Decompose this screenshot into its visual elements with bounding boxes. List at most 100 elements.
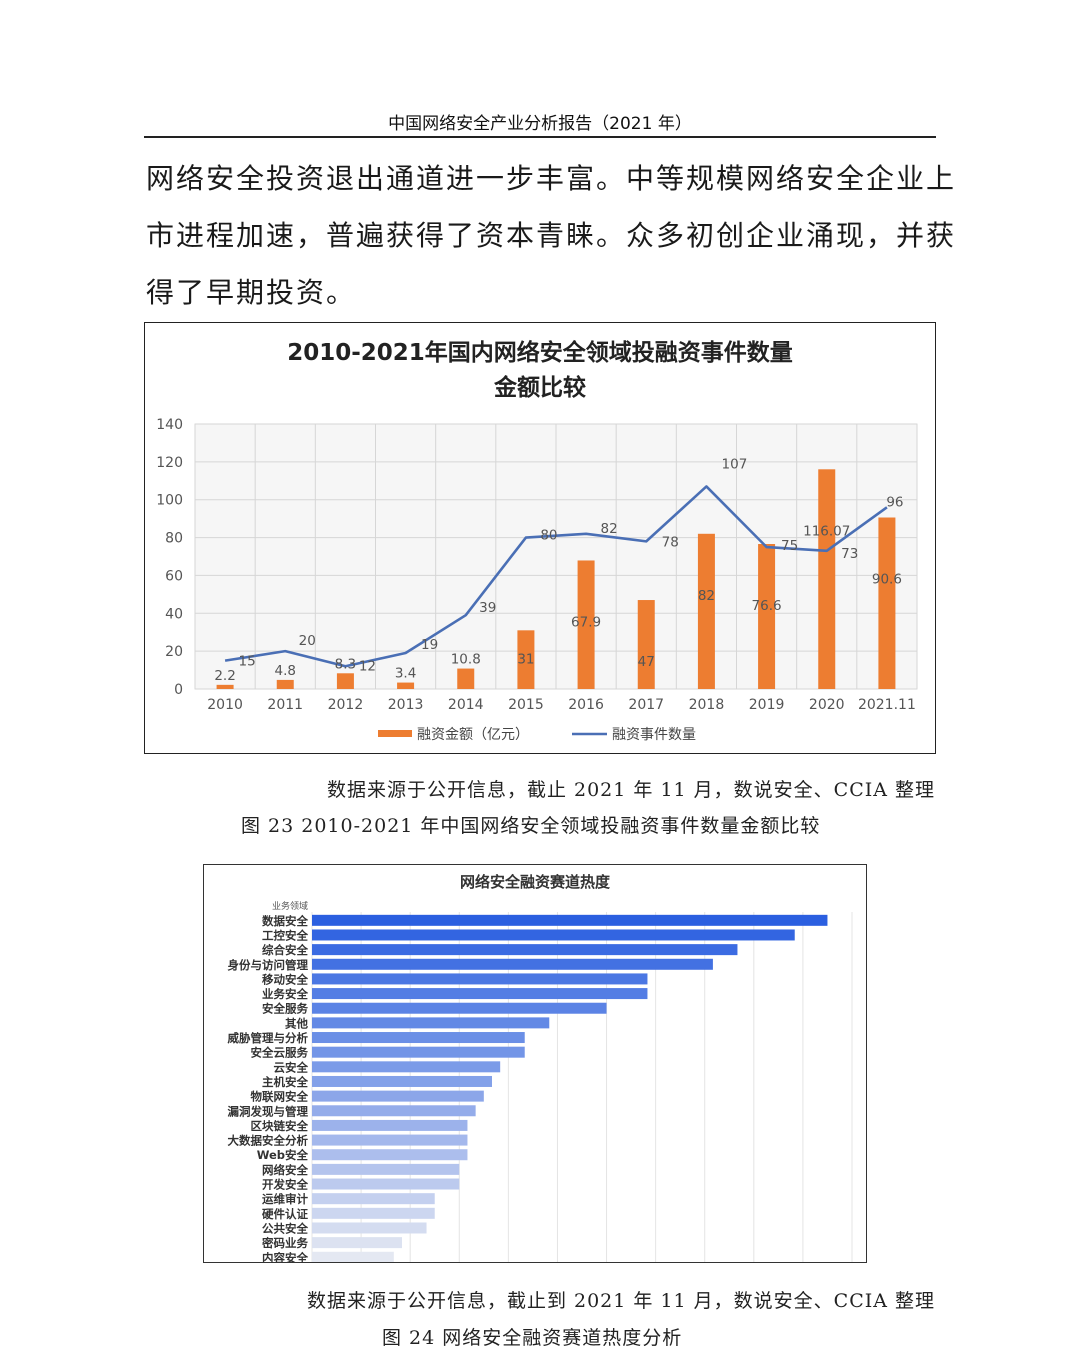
y-tick-label: 大数据安全分析	[228, 1134, 309, 1148]
line-data-label: 15	[238, 654, 255, 670]
figure-23-caption: 图 23 2010-2021 年中国网络安全领域投融资事件数量金额比较	[241, 815, 821, 837]
y-tick-label: 安全云服务	[251, 1046, 309, 1060]
bar-sector-heat	[312, 1207, 435, 1219]
y-tick-label: 网络安全	[262, 1163, 308, 1177]
y-tick-label: 云安全	[274, 1060, 309, 1074]
bar-data-label: 67.9	[571, 614, 601, 630]
paragraph-line: 得了早期投资。	[146, 276, 357, 309]
body-paragraph: 网络安全投资退出通道进一步丰富。中等规模网络安全企业上 市进程加速，普遍获得了资…	[146, 150, 954, 321]
y-tick-label: 安全服务	[262, 1002, 308, 1016]
y-tick-label: 工控安全	[262, 928, 308, 942]
x-tick-label: 2019	[749, 697, 785, 713]
chart-title: 2010-2021年国内网络安全领域投融资事件数量	[287, 339, 793, 366]
x-tick-label: 2016	[568, 697, 604, 713]
bar-sector-heat	[312, 1237, 402, 1249]
y-tick-label: 数据安全	[262, 914, 308, 928]
y-tick-label: 40	[165, 606, 183, 622]
y-tick-label: 其他	[285, 1016, 308, 1030]
x-tick-label: 2021.11	[858, 697, 916, 713]
y-tick-label: 身份与访问管理	[228, 958, 309, 972]
chart-title: 网络安全融资赛道热度	[460, 873, 611, 891]
bar-sector-heat	[312, 1251, 394, 1262]
bar-sector-heat	[312, 1002, 607, 1014]
sector-heat-bar-chart: 网络安全融资赛道热度业务领域数据安全工控安全综合安全身份与访问管理移动安全业务安…	[228, 873, 853, 1262]
line-data-label: 20	[299, 633, 316, 649]
x-tick-label: 2018	[689, 697, 725, 713]
bar-sector-heat	[312, 1105, 476, 1117]
y-tick-label: Web安全	[257, 1148, 309, 1162]
bar-sector-heat	[312, 914, 828, 926]
bar-data-label: 2.2	[214, 668, 235, 684]
figure-23-source: 数据来源于公开信息，截止 2021 年 11 月，数说安全、CCIA 整理	[326, 779, 935, 801]
y-axis-label: 业务领域	[272, 900, 308, 912]
line-data-label: 39	[479, 600, 496, 616]
figure-24-source: 数据来源于公开信息，截止到 2021 年 11 月，数说安全、CCIA 整理	[306, 1290, 935, 1312]
x-tick-label: 2012	[328, 697, 364, 713]
x-tick-label: 2015	[508, 697, 544, 713]
y-tick-label: 威胁管理与分析	[228, 1031, 309, 1045]
y-tick-label: 漏洞发现与管理	[228, 1104, 309, 1118]
line-data-label: 82	[600, 521, 617, 537]
line-data-label: 78	[662, 534, 679, 550]
y-tick-label: 100	[156, 493, 183, 509]
bar-financing-amount	[517, 630, 535, 689]
y-tick-label: 公共安全	[262, 1221, 308, 1235]
y-tick-label: 密码业务	[261, 1236, 308, 1250]
figure-23-chart: 2010-2021年国内网络安全领域投融资事件数量 金额比较 0 20 40 60 80 10…	[144, 322, 936, 754]
x-tick-label: 2011	[267, 697, 303, 713]
y-tick-label: 内容安全	[262, 1251, 308, 1262]
bar-financing-amount	[878, 517, 896, 689]
line-data-label: 107	[722, 456, 748, 472]
line-data-label: 75	[781, 538, 798, 554]
y-tick-label: 业务安全	[262, 987, 308, 1001]
page-header-title: 中国网络安全产业分析报告（2021 年）	[388, 114, 692, 134]
line-data-label: 96	[886, 494, 903, 510]
bar-sector-heat	[312, 988, 648, 1000]
bar-data-label: 76.6	[752, 598, 782, 614]
bar-sector-heat	[312, 1017, 550, 1029]
bar-sector-heat	[312, 1046, 525, 1058]
bar-sector-heat	[312, 944, 738, 956]
figure-24-caption: 图 24 网络安全融资赛道热度分析	[382, 1327, 683, 1349]
bar-data-label: 116.07	[803, 523, 850, 539]
y-tick-label: 移动安全	[262, 972, 308, 986]
bar-sector-heat	[312, 1032, 525, 1044]
bar-financing-amount	[818, 469, 836, 689]
header-rule	[144, 136, 936, 138]
bar-sector-heat	[312, 1193, 435, 1205]
line-financing-events	[224, 485, 888, 668]
y-tick-label: 运维审计	[262, 1192, 308, 1206]
bar-data-label: 82	[698, 588, 715, 604]
bar-financing-amount	[697, 533, 715, 689]
y-tick-label: 综合安全	[262, 943, 308, 957]
bar-data-label: 8.3	[335, 656, 356, 672]
bar-data-label: 31	[517, 651, 534, 667]
bar-financing-amount	[276, 679, 294, 689]
bar-financing-amount	[457, 668, 475, 689]
bar-data-label: 10.8	[451, 652, 481, 668]
y-tick-label: 120	[156, 455, 183, 471]
bar-financing-amount	[758, 544, 776, 689]
bar-sector-heat	[312, 1149, 468, 1161]
y-tick-label: 物联网安全	[251, 1090, 309, 1104]
bar-sector-heat	[312, 1119, 468, 1131]
bar-sector-heat	[312, 958, 713, 970]
y-tick-label: 0	[174, 682, 183, 698]
bar-financing-amount	[336, 673, 354, 689]
line-data-label: 73	[841, 546, 858, 562]
legend-label-events: 融资事件数量	[612, 727, 696, 743]
legend-swatch-amount	[378, 730, 412, 737]
bar-financing-amount	[637, 600, 655, 689]
x-tick-label: 2020	[809, 697, 845, 713]
bar-sector-heat	[312, 973, 648, 985]
bar-sector-heat	[312, 1134, 468, 1146]
bar-data-label: 47	[638, 654, 655, 670]
chart-subtitle: 金额比较	[493, 374, 586, 401]
figure-24-chart: 网络安全融资赛道热度业务领域数据安全 工控安全 综合安全 身份与访问管理 移动安全 业务安…	[203, 864, 867, 1263]
x-tick-label: 2017	[628, 697, 664, 713]
bar-financing-amount	[577, 560, 595, 689]
bar-sector-heat	[312, 1090, 484, 1102]
legend-label-amount: 融资金额（亿元）	[417, 727, 529, 743]
y-tick-label: 区块链安全	[251, 1119, 309, 1133]
bar-sector-heat	[312, 1061, 501, 1073]
